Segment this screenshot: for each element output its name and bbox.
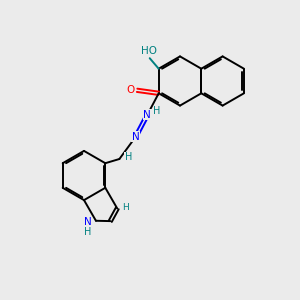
Text: O: O <box>126 85 135 95</box>
Text: H: H <box>125 152 132 163</box>
Text: N: N <box>84 217 92 227</box>
Text: N: N <box>143 110 151 120</box>
Text: H: H <box>84 227 91 237</box>
Text: H: H <box>122 203 129 212</box>
Text: H: H <box>153 106 161 116</box>
Text: N: N <box>132 131 140 142</box>
Text: HO: HO <box>141 46 157 56</box>
